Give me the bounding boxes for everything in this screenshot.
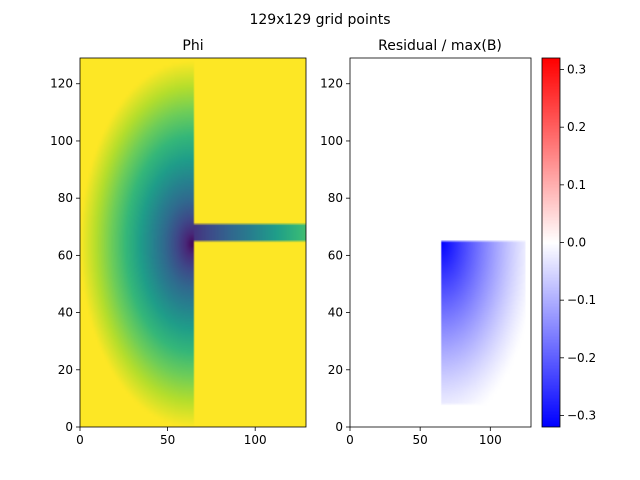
y-tick-label: 0 — [65, 420, 73, 434]
phi-title: Phi — [182, 38, 203, 54]
residual-heatmap — [350, 58, 531, 427]
phi-axes-frame — [79, 57, 307, 428]
colorbar-tick-label: 0.0 — [567, 236, 586, 250]
colorbar-tick-label: 0.1 — [567, 178, 586, 192]
y-tick-label: 20 — [328, 363, 343, 377]
y-tick-label: 40 — [328, 306, 343, 320]
phi-heatmap — [80, 58, 306, 427]
residual-axes-frame — [349, 57, 532, 428]
x-tick-label: 0 — [346, 433, 354, 447]
colorbar-tick-label: −0.3 — [567, 408, 596, 422]
residual-title: Residual / max(B) — [378, 38, 502, 54]
x-tick-label: 0 — [76, 433, 84, 447]
phi-x-axis: 0 50 100 — [76, 427, 267, 447]
y-tick-label: 60 — [328, 248, 343, 262]
x-tick-label: 50 — [413, 433, 428, 447]
y-tick-label: 20 — [58, 363, 73, 377]
y-tick-label: 120 — [320, 77, 343, 91]
y-tick-label: 80 — [328, 191, 343, 205]
y-tick-label: 40 — [58, 306, 73, 320]
colorbar-tick-label: 0.3 — [567, 63, 586, 77]
phi-y-axis: 0 20 40 60 80 100 120 — [50, 77, 80, 434]
phi-panel: Phi 0 50 100 0 20 40 60 80 100 120 — [50, 38, 307, 447]
residual-y-axis: 0 20 40 60 80 100 120 — [320, 77, 350, 434]
colorbar-tick-label: 0.2 — [567, 120, 586, 134]
x-tick-label: 100 — [244, 433, 267, 447]
colorbar-tick-label: −0.2 — [567, 351, 596, 365]
colorbar-axis: −0.3 −0.2 −0.1 0.0 0.1 0.2 0.3 — [560, 63, 596, 422]
y-tick-label: 80 — [58, 191, 73, 205]
colorbar-gradient — [542, 58, 560, 427]
colorbar: −0.3 −0.2 −0.1 0.0 0.1 0.2 0.3 — [541, 57, 596, 428]
residual-panel: Residual / max(B) 0 50 100 0 20 40 60 80 100 120 — [320, 38, 532, 447]
y-tick-label: 0 — [335, 420, 343, 434]
x-tick-label: 50 — [160, 433, 175, 447]
y-tick-label: 120 — [50, 77, 73, 91]
colorbar-tick-label: −0.1 — [567, 293, 596, 307]
residual-x-axis: 0 50 100 — [346, 427, 502, 447]
y-tick-label: 100 — [50, 134, 73, 148]
x-tick-label: 100 — [479, 433, 502, 447]
y-tick-label: 60 — [58, 248, 73, 262]
figure-suptitle: 129x129 grid points — [249, 12, 390, 28]
y-tick-label: 100 — [320, 134, 343, 148]
